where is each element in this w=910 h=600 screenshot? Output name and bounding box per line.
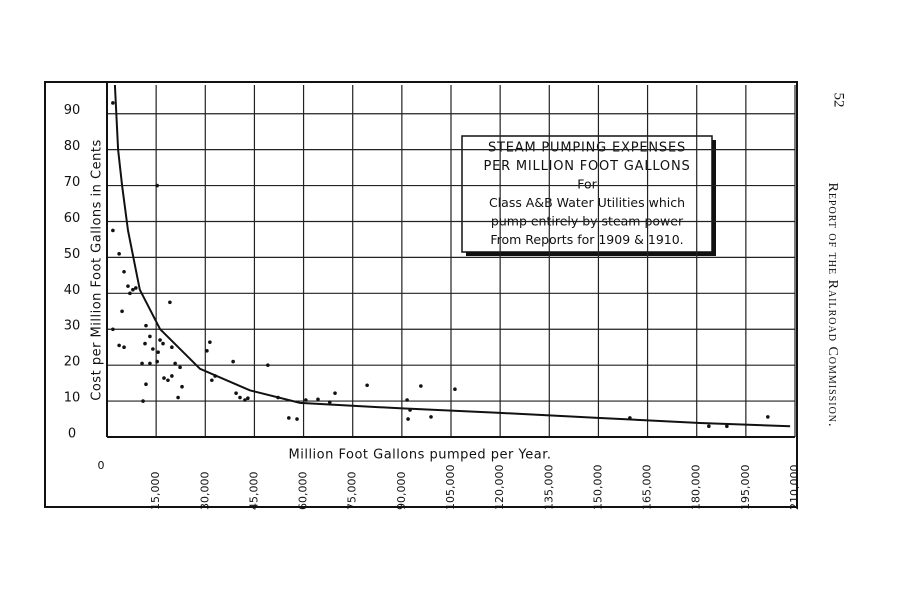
data-point [111,228,115,233]
y-axis-label: Cost per Million Foot Gallons in Cents [90,139,105,400]
running-head: Report of the Railroad Commission. [825,182,840,427]
y-tick-label: 60 [64,211,81,226]
chart-frame [44,81,798,508]
x-tick-label: 45,000 [247,472,260,511]
x-axis-label: Million Foot Gallons pumped per Year. [289,448,552,463]
data-point [266,363,270,367]
page-number: 52 [831,93,847,108]
data-point [111,327,115,332]
annotation-line: STEAM PUMPING EXPENSES [488,141,686,156]
annotation-line: From Reports for 1909 & 1910. [490,232,683,247]
data-point [117,343,121,348]
data-point [117,252,121,256]
data-point [144,382,148,387]
data-point [166,378,170,383]
x-tick-label: 15,000 [149,472,162,511]
data-point [707,424,711,429]
data-point [725,424,729,429]
data-point [238,395,242,400]
y-tick-label: 10 [64,391,81,406]
x-tick-label: 135,000 [542,465,555,511]
data-point [287,416,291,420]
x-tick-label: 105,000 [444,465,457,511]
data-point [170,374,174,378]
y-tick-label: 40 [64,283,81,298]
data-point [316,397,320,402]
data-point [333,391,337,395]
data-point [170,345,174,350]
data-point [141,399,145,403]
data-point [419,384,423,388]
x-tick-label: 120,000 [493,465,506,510]
data-point [140,361,144,366]
data-point [134,286,138,290]
data-point [405,398,409,402]
data-point [131,287,135,292]
data-point [246,396,250,401]
data-point [128,291,132,296]
data-point [295,417,299,421]
data-point [234,391,238,395]
data-point [210,378,214,383]
data-point [429,415,433,419]
data-point [161,341,165,346]
x-tick-label: 180,000 [690,465,703,511]
data-point [122,269,126,274]
data-point [148,334,152,339]
x-tick-label: 60,000 [297,472,310,511]
data-point [173,361,177,366]
x-tick-label: 210,000 [788,465,801,511]
annotation-line: PER MILLION FOOT GALLONS [483,159,690,174]
data-point [126,284,130,288]
data-point [205,348,209,353]
data-point [208,340,212,344]
x-tick-label: 0 [98,459,105,472]
data-point [231,359,235,364]
data-point [304,398,308,402]
annotation-panel [461,135,713,253]
data-point [168,300,172,305]
data-point [180,384,184,389]
x-tick-label: 165,000 [641,465,654,511]
data-point [406,417,410,421]
x-tick-label: 90,000 [395,472,408,511]
data-point [120,309,124,314]
data-point [143,341,147,346]
data-point [155,183,159,188]
y-tick-label: 90 [64,103,81,118]
x-tick-label: 30,000 [198,472,211,511]
data-point [176,395,180,400]
y-tick-label: 0 [68,427,76,442]
y-tick-label: 70 [64,175,81,190]
data-point [111,101,115,105]
trend-curve [113,84,791,428]
data-point [148,361,152,366]
y-tick-label: 20 [64,355,81,370]
annotation-box: STEAM PUMPING EXPENSES PER MILLION FOOT G… [461,135,716,256]
data-point [122,345,126,350]
data-point [151,347,155,351]
data-point [453,387,457,392]
data-point [766,415,770,419]
data-point [243,398,247,402]
data-point [156,350,160,355]
y-tick-label: 80 [64,139,81,154]
x-tick-label: 75,000 [346,472,359,511]
data-point [155,359,159,364]
data-point [158,338,162,342]
data-point [178,365,182,370]
data-point [162,376,166,380]
x-tick-label: 150,000 [591,465,604,511]
x-tick-label: 195,000 [739,465,752,511]
annotation-line: Class A&B Water Utilities which [489,195,685,210]
y-tick-label: 30 [64,319,81,334]
y-tick-label: 50 [64,247,81,262]
data-point [365,383,369,388]
annotation-line: For [577,177,597,192]
data-point [144,323,148,328]
data-point [327,400,332,404]
